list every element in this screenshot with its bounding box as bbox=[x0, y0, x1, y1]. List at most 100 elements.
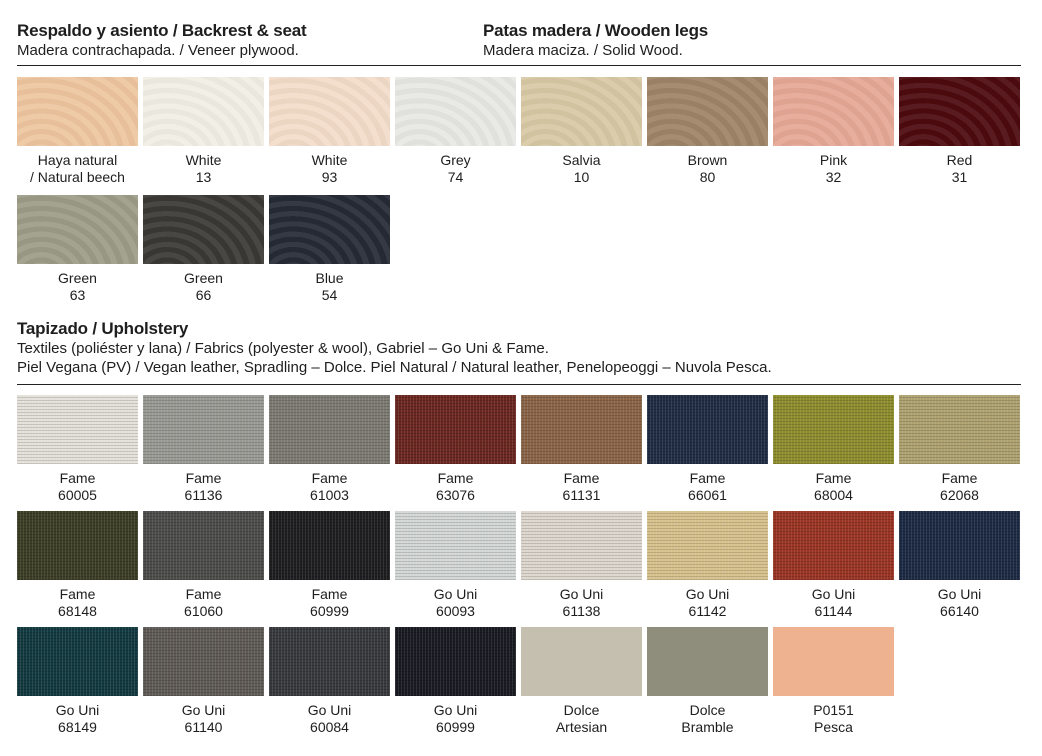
swatch: Haya natural / Natural beech bbox=[17, 77, 138, 195]
backrest-title: Respaldo y asiento / Backrest & seat bbox=[17, 21, 307, 40]
swatch: Red 31 bbox=[899, 77, 1020, 195]
swatch-code: 80 bbox=[699, 169, 716, 185]
swatch-name: Red bbox=[946, 152, 973, 168]
swatch-code: 68149 bbox=[58, 719, 97, 735]
swatch-label: Fame 63076 bbox=[395, 470, 516, 504]
swatch-color bbox=[17, 195, 138, 264]
swatch: Fame 61131 bbox=[521, 395, 642, 511]
swatch-code: / Natural beech bbox=[30, 169, 125, 185]
swatch-name: Go Uni bbox=[685, 586, 730, 602]
swatch-color bbox=[773, 395, 894, 464]
swatch-color bbox=[143, 195, 264, 264]
swatch-color bbox=[269, 395, 390, 464]
swatch-name: Go Uni bbox=[181, 702, 226, 718]
swatch: White 93 bbox=[269, 77, 390, 195]
swatch-name: Go Uni bbox=[307, 702, 352, 718]
swatch-code: 66140 bbox=[940, 603, 979, 619]
swatch-code: Bramble bbox=[681, 719, 734, 735]
swatch-code: 60084 bbox=[310, 719, 349, 735]
swatch-name: Salvia bbox=[562, 152, 601, 168]
swatch-name: Go Uni bbox=[811, 586, 856, 602]
swatch: Green 63 bbox=[17, 195, 138, 313]
swatch-color bbox=[143, 511, 264, 580]
swatch-label: Go Uni 60093 bbox=[395, 586, 516, 620]
swatch-name: Fame bbox=[815, 470, 852, 486]
swatch-label: Go Uni 60999 bbox=[395, 702, 516, 736]
swatch-name: Green bbox=[58, 270, 97, 286]
swatch-name: Dolce bbox=[563, 702, 600, 718]
swatch: Fame 61003 bbox=[269, 395, 390, 511]
swatch-code: 61144 bbox=[814, 603, 853, 619]
swatch-name: Go Uni bbox=[559, 586, 604, 602]
swatch-label: Fame 60999 bbox=[269, 586, 390, 620]
wood-swatch-grid: Haya natural / Natural beech White 13 White 9… bbox=[17, 77, 1027, 313]
swatch-label: Fame 61060 bbox=[143, 586, 264, 620]
swatch: Go Uni 61138 bbox=[521, 511, 642, 627]
swatch-label: P0151 Pesca bbox=[773, 702, 894, 736]
swatch: Go Uni 66140 bbox=[899, 511, 1020, 627]
swatch-code: 61140 bbox=[184, 719, 223, 735]
swatch-label: Go Uni 61144 bbox=[773, 586, 894, 620]
swatch-label: Go Uni 60084 bbox=[269, 702, 390, 736]
swatch-color bbox=[269, 511, 390, 580]
swatch-label: White 93 bbox=[269, 152, 390, 186]
swatch-code: 68148 bbox=[58, 603, 97, 619]
swatch: Go Uni 60084 bbox=[269, 627, 390, 743]
swatch-color bbox=[269, 195, 390, 264]
swatch-color bbox=[395, 511, 516, 580]
swatch: Brown 80 bbox=[647, 77, 768, 195]
swatch-name: Haya natural bbox=[37, 152, 118, 168]
swatch-color bbox=[521, 395, 642, 464]
swatch-name: Fame bbox=[689, 470, 726, 486]
legs-subtitle: Madera maciza. / Solid Wood. bbox=[483, 42, 683, 59]
swatch-name: Green bbox=[184, 270, 223, 286]
swatch-name: Fame bbox=[563, 470, 600, 486]
swatch-color bbox=[521, 77, 642, 146]
swatch-label: Pink 32 bbox=[773, 152, 894, 186]
swatch: Fame 60005 bbox=[17, 395, 138, 511]
swatch-color bbox=[773, 511, 894, 580]
swatch-label: Fame 61003 bbox=[269, 470, 390, 504]
swatch-name: Go Uni bbox=[55, 702, 100, 718]
swatch: Fame 66061 bbox=[647, 395, 768, 511]
swatch-code: 60005 bbox=[58, 487, 97, 503]
swatch-code: 10 bbox=[573, 169, 590, 185]
swatch-label: Go Uni 68149 bbox=[17, 702, 138, 736]
backrest-header: Respaldo y asiento / Backrest & seat Mad… bbox=[17, 21, 307, 60]
swatch-name: Fame bbox=[59, 586, 96, 602]
swatch: Fame 60999 bbox=[269, 511, 390, 627]
swatch-label: Go Uni 61138 bbox=[521, 586, 642, 620]
swatch-color bbox=[17, 77, 138, 146]
swatch-color bbox=[17, 395, 138, 464]
swatch-label: Fame 66061 bbox=[647, 470, 768, 504]
swatch-color bbox=[143, 627, 264, 696]
swatch: Dolce Bramble bbox=[647, 627, 768, 743]
swatch-name: Brown bbox=[687, 152, 728, 168]
upholstery-line-1: Textiles (poliéster y lana) / Fabrics (p… bbox=[17, 340, 549, 357]
swatch-code: 66 bbox=[195, 287, 212, 303]
swatch-label: White 13 bbox=[143, 152, 264, 186]
swatch-code: 61060 bbox=[184, 603, 223, 619]
swatch-code: Artesian bbox=[555, 719, 608, 735]
swatch-label: Go Uni 66140 bbox=[899, 586, 1020, 620]
swatch: Fame 63076 bbox=[395, 395, 516, 511]
swatch-color bbox=[899, 395, 1020, 464]
swatch: Fame 61136 bbox=[143, 395, 264, 511]
swatch-color bbox=[521, 511, 642, 580]
swatch-code: 63076 bbox=[436, 487, 475, 503]
legs-header: Patas madera / Wooden legs Madera maciza… bbox=[483, 21, 708, 60]
swatch: Pink 32 bbox=[773, 77, 894, 195]
swatch-code: 60093 bbox=[436, 603, 475, 619]
swatch: Fame 62068 bbox=[899, 395, 1020, 511]
swatch: Dolce Artesian bbox=[521, 627, 642, 743]
divider bbox=[17, 65, 1021, 66]
swatch-name: Fame bbox=[59, 470, 96, 486]
swatch-name: Go Uni bbox=[433, 586, 478, 602]
swatch-color bbox=[899, 77, 1020, 146]
swatch-code: 68004 bbox=[814, 487, 853, 503]
swatch: P0151 Pesca bbox=[773, 627, 894, 743]
swatch-code: 93 bbox=[321, 169, 338, 185]
swatch-color bbox=[395, 77, 516, 146]
swatch-color bbox=[143, 77, 264, 146]
swatch-color bbox=[17, 627, 138, 696]
